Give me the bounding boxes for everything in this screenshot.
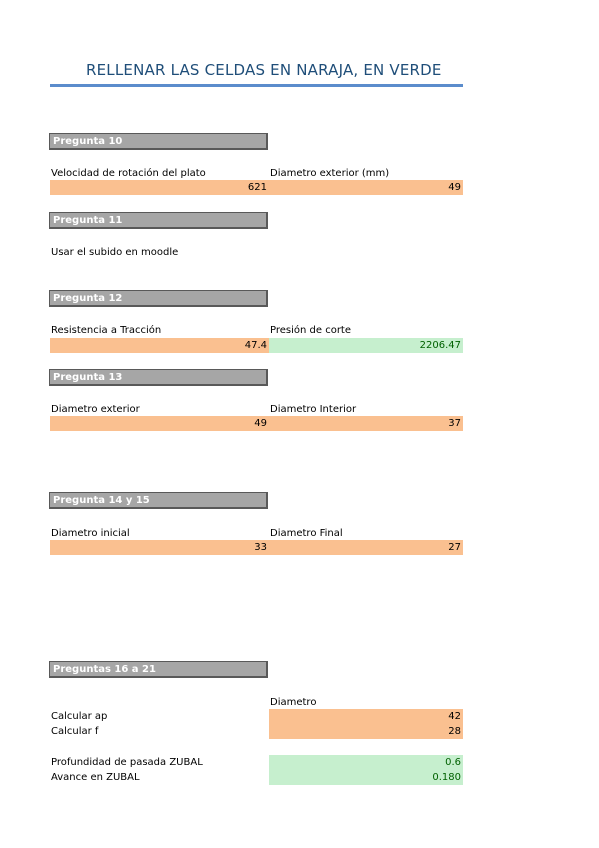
section-header-q16-21: Preguntas 16 a 21 [49, 661, 268, 678]
label-outer-diameter: Diametro exterior [51, 404, 140, 415]
label-initial-diameter: Diametro inicial [51, 528, 130, 539]
section-header-q12: Pregunta 12 [49, 290, 268, 307]
section-header-q10: Pregunta 10 [49, 133, 268, 150]
input-initial-diameter[interactable]: 33 [50, 540, 269, 555]
result-feed: 0.180 [269, 770, 463, 785]
title-underline [50, 84, 463, 87]
label-calc-ap: Calcular ap [51, 711, 108, 722]
label-final-diameter: Diametro Final [270, 528, 343, 539]
page-title: RELLENAR LAS CELDAS EN NARAJA, EN VERDE [86, 61, 442, 79]
section-header-q11: Pregunta 11 [49, 212, 268, 229]
label-cutting-pressure: Presión de corte [270, 325, 352, 336]
section-header-q14-15: Pregunta 14 y 15 [49, 492, 268, 509]
result-depth-of-cut: 0.6 [269, 755, 463, 770]
result-cutting-pressure: 2206.47 [269, 338, 463, 353]
input-outer-diameter[interactable]: 49 [50, 416, 269, 431]
input-outer-diameter-mm[interactable]: 49 [269, 180, 463, 195]
input-calc-f[interactable]: 28 [269, 724, 463, 739]
label-calc-f: Calcular f [51, 726, 99, 737]
label-feed: Avance en ZUBAL [51, 772, 140, 783]
input-calc-ap[interactable]: 42 [269, 709, 463, 724]
label-diameter-column: Diametro [270, 697, 317, 708]
input-tensile-strength[interactable]: 47.4 [50, 338, 269, 353]
input-rotation-speed[interactable]: 621 [50, 180, 269, 195]
label-depth-of-cut: Profundidad de pasada ZUBAL [51, 757, 203, 768]
input-inner-diameter[interactable]: 37 [269, 416, 463, 431]
label-rotation-speed: Velocidad de rotación del plato [51, 168, 206, 179]
label-tensile-strength: Resistencia a Tracción [51, 325, 162, 336]
label-outer-diameter-mm: Diametro exterior (mm) [270, 168, 390, 179]
input-final-diameter[interactable]: 27 [269, 540, 463, 555]
label-inner-diameter: Diametro Interior [270, 404, 357, 415]
note-moodle: Usar el subido en moodle [51, 247, 179, 258]
section-header-q13: Pregunta 13 [49, 369, 268, 386]
